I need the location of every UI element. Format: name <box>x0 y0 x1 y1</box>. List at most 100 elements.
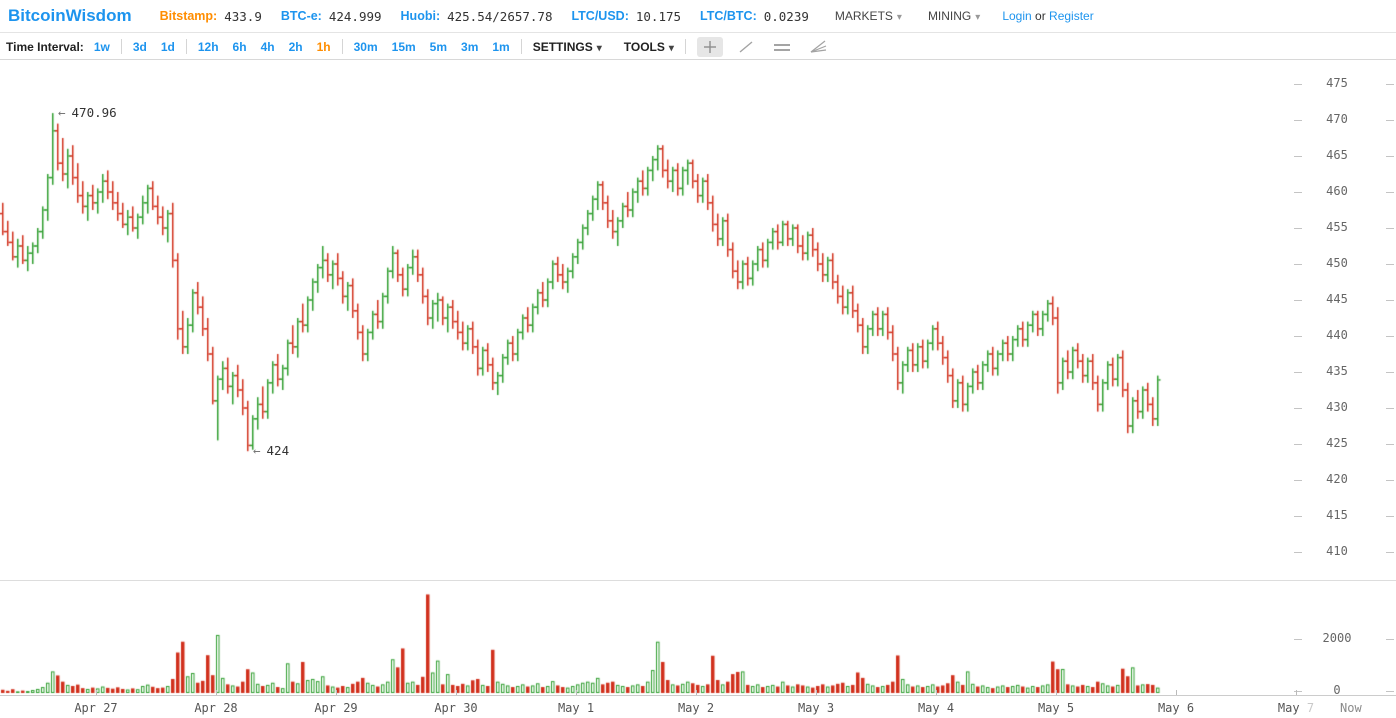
axis-tick-dash <box>1386 156 1394 157</box>
price-tick-label: 415 <box>1326 508 1348 522</box>
axis-tick-dash <box>1294 639 1302 640</box>
auth-or-text: or <box>1035 9 1046 23</box>
horizontal-lines-icon <box>773 43 790 51</box>
mining-menu[interactable]: MINING ▾ <box>927 9 981 23</box>
price-tick-label: 455 <box>1326 220 1348 234</box>
x-axis-line <box>0 695 1396 696</box>
crosshair-tool-button[interactable] <box>696 36 723 57</box>
ticker-exchange-link[interactable]: LTC/USD: <box>571 9 629 23</box>
axis-tick-dash <box>1294 264 1302 265</box>
annotation-session-high: ← 470.96 <box>58 105 117 120</box>
interval-6h[interactable]: 6h <box>232 39 247 54</box>
date-tick <box>576 690 577 695</box>
price-tick-label: 450 <box>1326 256 1348 270</box>
date-tick <box>456 690 457 695</box>
interval-3m[interactable]: 3m <box>461 39 479 54</box>
now-label: Now <box>1340 701 1362 715</box>
price-tick-label: 420 <box>1326 472 1348 486</box>
price-tick-label: 465 <box>1326 148 1348 162</box>
ticker: LTC/USD: 10.175 <box>571 9 681 24</box>
ticker-exchange-link[interactable]: Bitstamp: <box>159 9 218 23</box>
chevron-down-icon: ▾ <box>896 12 902 23</box>
ticker-price-value: 0.0239 <box>763 8 809 24</box>
date-label: Apr 29 <box>314 701 358 715</box>
future-date-label: May 7 <box>1277 701 1315 715</box>
date-tick <box>336 690 337 695</box>
date-label: Apr 30 <box>434 701 478 715</box>
axis-tick-dash <box>1294 691 1302 692</box>
site-logo[interactable]: BitcoinWisdom <box>8 6 132 25</box>
ticker-exchange-link[interactable]: Huobi: <box>400 9 441 23</box>
date-tick <box>96 690 97 695</box>
axis-tick-dash <box>1386 516 1394 517</box>
annotation-session-low: ← 424 <box>253 443 290 458</box>
interval-1m[interactable]: 1m <box>492 39 510 54</box>
date-tick <box>216 690 217 695</box>
tools-menu[interactable]: TOOLS ▾ <box>623 39 674 54</box>
price-tick-label: 435 <box>1326 364 1348 378</box>
ticker-exchange-link[interactable]: BTC-e: <box>280 9 322 23</box>
axis-tick-dash <box>1386 639 1394 640</box>
interval-1h[interactable]: 1h <box>316 39 331 54</box>
date-label: May 6 <box>1157 701 1195 715</box>
axis-tick-dash <box>1294 228 1302 229</box>
interval-12h[interactable]: 12h <box>197 39 219 54</box>
settings-menu[interactable]: SETTINGS ▾ <box>532 39 602 54</box>
axis-tick-dash <box>1386 552 1394 553</box>
ticker: Huobi: 425.54/2657.78 <box>401 9 553 24</box>
ticker-exchange-link[interactable]: LTC/BTC: <box>700 9 757 23</box>
top-header-bar: BitcoinWisdom Bitstamp: 433.9 BTC-e: 424.99… <box>0 0 1396 33</box>
axis-tick-dash <box>1294 336 1302 337</box>
price-tick-label: 470 <box>1326 112 1348 126</box>
interval-5m[interactable]: 5m <box>429 39 448 54</box>
ticker-price-value: 433.9 <box>224 8 262 24</box>
date-label: May 1 <box>557 701 595 715</box>
ticker: BTC-e: 424.999 <box>281 9 382 24</box>
time-interval-label: Time Interval: <box>6 39 84 54</box>
date-tick <box>696 690 697 695</box>
date-label: May 5 <box>1037 701 1075 715</box>
left-arrow-icon: ← <box>253 443 261 458</box>
register-link[interactable]: Register <box>1049 9 1094 23</box>
login-link[interactable]: Login <box>1002 9 1032 23</box>
interval-15m[interactable]: 15m <box>391 39 416 54</box>
fan-lines-tool-button[interactable] <box>805 37 831 57</box>
interval-selector: 1w 3d 1d 12h 6h 4h 2h 1h 30m 15m 5m 3m 1m <box>94 39 510 54</box>
axis-tick-dash <box>1386 228 1394 229</box>
price-tick-label: 445 <box>1326 292 1348 306</box>
axis-tick-dash <box>1294 480 1302 481</box>
ticker-price-value: 425.54/2657.78 <box>447 8 553 24</box>
markets-menu[interactable]: MARKETS ▾ <box>834 9 902 23</box>
ticker: LTC/BTC: 0.0239 <box>700 9 809 24</box>
crosshair-icon <box>703 40 716 53</box>
interval-30m[interactable]: 30m <box>353 39 378 54</box>
interval-3d[interactable]: 3d <box>132 39 147 54</box>
toolbar-divider <box>520 39 522 54</box>
interval-1w[interactable]: 1w <box>93 39 110 54</box>
interval-4h[interactable]: 4h <box>260 39 275 54</box>
horizontal-line-tool-button[interactable] <box>769 37 795 57</box>
interval-2h[interactable]: 2h <box>288 39 303 54</box>
axis-tick-dash <box>1294 516 1302 517</box>
left-arrow-icon: ← <box>58 105 66 120</box>
axis-tick-dash <box>1294 84 1302 85</box>
date-tick <box>1296 690 1297 695</box>
price-tickers: Bitstamp: 433.9 BTC-e: 424.999 Huobi: 425.54/… <box>160 9 809 24</box>
volume-pane-separator <box>0 580 1396 581</box>
trendline-tool-button[interactable] <box>733 37 759 57</box>
axis-tick-dash <box>1386 444 1394 445</box>
interval-1d[interactable]: 1d <box>160 39 175 54</box>
axis-tick-dash <box>1386 84 1394 85</box>
price-tick-label: 460 <box>1326 184 1348 198</box>
date-label: Apr 27 <box>74 701 118 715</box>
axis-tick-dash <box>1294 408 1302 409</box>
date-label: May 3 <box>797 701 835 715</box>
ticker-price-value: 10.175 <box>635 8 682 24</box>
axis-tick-dash <box>1386 192 1394 193</box>
chart-toolbar: Time Interval: 1w 3d 1d 12h 6h 4h 2h 1h 30m 15m 5m… <box>0 34 1396 60</box>
date-label: May 2 <box>677 701 715 715</box>
axis-tick-dash <box>1386 336 1394 337</box>
axis-tick-dash <box>1386 691 1394 692</box>
toolbar-divider <box>341 39 343 54</box>
